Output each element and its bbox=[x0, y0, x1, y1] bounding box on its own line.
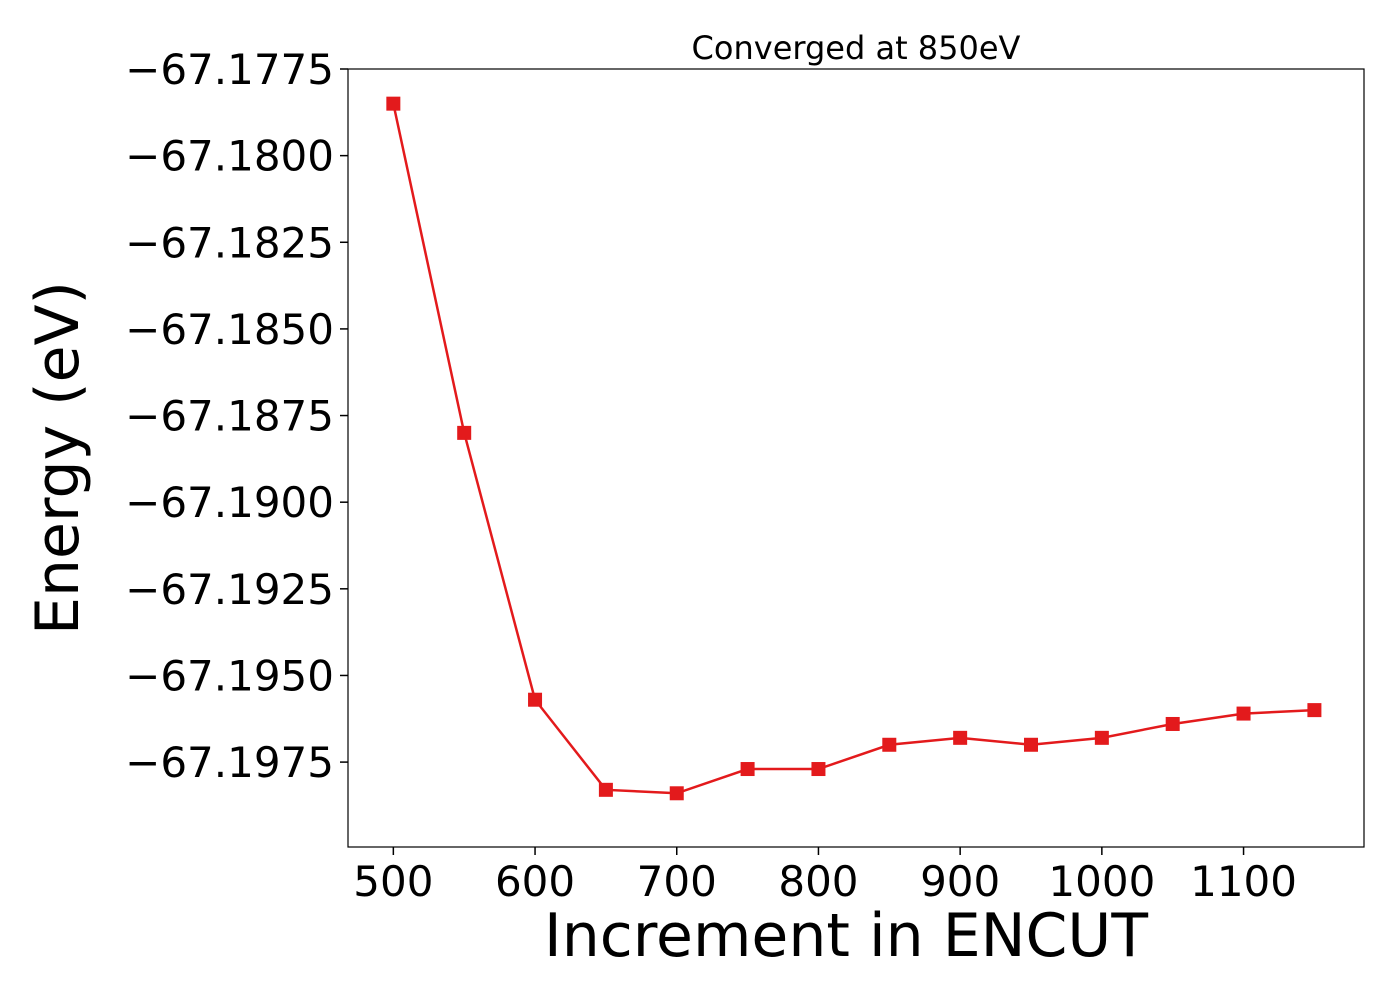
data-point bbox=[1094, 730, 1109, 745]
x-tick-label: 900 bbox=[920, 857, 1000, 906]
y-tick-label: −67.1925 bbox=[125, 565, 334, 614]
y-tick-label: −67.1825 bbox=[125, 218, 334, 267]
y-tick-label: −67.1900 bbox=[125, 478, 334, 527]
x-tick-label: 500 bbox=[353, 857, 433, 906]
x-tick-label: 700 bbox=[637, 857, 717, 906]
data-point bbox=[1165, 716, 1180, 731]
y-tick-label: −67.1800 bbox=[125, 132, 334, 181]
x-tick-label: 800 bbox=[778, 857, 858, 906]
x-tick-label: 1100 bbox=[1190, 857, 1297, 906]
series-line bbox=[392, 103, 1315, 795]
data-point bbox=[953, 730, 968, 745]
chart-title: Converged at 850eV bbox=[692, 29, 1021, 67]
y-tick-label: −67.1950 bbox=[125, 651, 334, 700]
y-tick-label: −67.1975 bbox=[125, 738, 334, 787]
y-tick-label: −67.1775 bbox=[125, 45, 334, 94]
data-point bbox=[386, 96, 401, 111]
data-point bbox=[528, 692, 543, 707]
data-point bbox=[457, 425, 472, 440]
data-point bbox=[882, 737, 897, 752]
y-axis-title: Energy (eV) bbox=[23, 281, 93, 635]
data-point bbox=[1236, 706, 1251, 721]
data-point bbox=[811, 762, 826, 777]
y-tick-label: −67.1875 bbox=[125, 392, 334, 441]
plot-frame bbox=[347, 68, 1365, 848]
data-point bbox=[1024, 737, 1039, 752]
x-tick-label: 600 bbox=[495, 857, 575, 906]
x-axis-title: Increment in ENCUT bbox=[544, 901, 1148, 971]
y-axis: −67.1775 −67.1800 −67.1825 −67.1850 −67.1875… bbox=[125, 45, 348, 787]
data-point bbox=[669, 786, 684, 801]
data-point bbox=[1307, 703, 1322, 718]
plot-area bbox=[347, 68, 1365, 848]
x-axis: 500 600 700 800 900 1000 1100 bbox=[353, 847, 1297, 906]
x-tick-label: 1000 bbox=[1048, 857, 1155, 906]
data-point bbox=[598, 782, 613, 797]
y-tick-label: −67.1850 bbox=[125, 305, 334, 354]
data-point bbox=[740, 762, 755, 777]
